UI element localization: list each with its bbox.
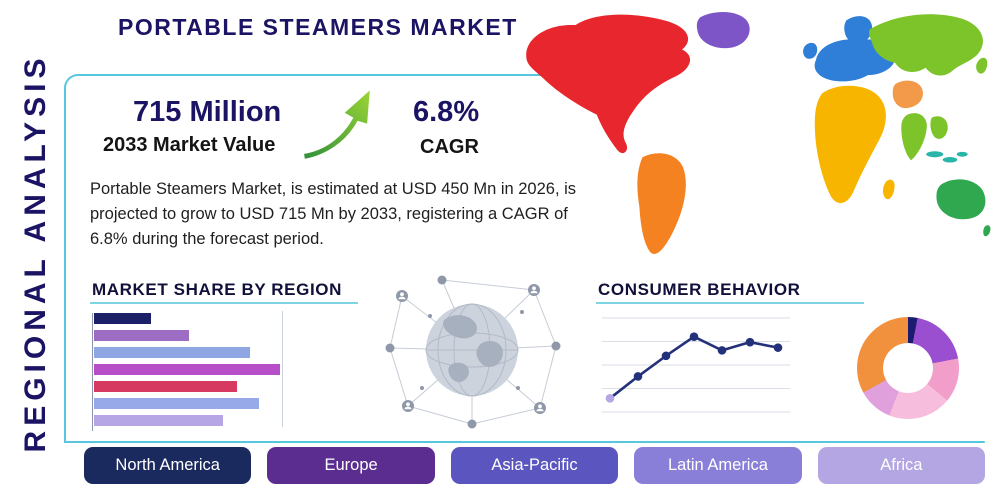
map-region-asia: [869, 14, 983, 76]
market-value-stat: 715 Million: [133, 96, 282, 128]
content-frame-border: [64, 74, 563, 443]
region-button-africa[interactable]: Africa: [817, 447, 986, 484]
cagr-label: CAGR: [420, 136, 479, 158]
map-region-japan: [976, 57, 988, 74]
cagr-stat: 6.8%: [413, 96, 480, 128]
globe-continents: [443, 315, 503, 382]
bar-chart-gridline: [282, 311, 283, 427]
bottom-divider-line: [64, 441, 985, 443]
consumer-behavior-underline: [596, 302, 864, 304]
consumer-behavior-line-chart: [602, 317, 790, 413]
region-buttons: North America Europe Asia-Pacific Latin Ame…: [84, 447, 986, 484]
market-share-bar-5: [94, 381, 237, 392]
market-share-bar-2: [94, 330, 189, 341]
map-region-india: [901, 113, 927, 161]
line-point-1: [605, 394, 615, 403]
map-region-southeast-asia: [930, 116, 948, 139]
consumer-behavior-heading: CONSUMER BEHAVIOR: [598, 280, 801, 299]
map-region-indonesia-2: [942, 157, 958, 163]
map-region-europe: [814, 39, 896, 82]
consumer-donut-chart: [857, 317, 959, 419]
line-point-4: [689, 332, 699, 341]
market-share-bar-6: [94, 398, 260, 409]
map-region-indonesia-1: [926, 151, 944, 158]
market-share-bar-4: [94, 364, 281, 375]
map-region-australia: [936, 179, 986, 220]
growth-arrow-icon: [301, 85, 373, 162]
world-map: [526, 12, 991, 254]
side-vertical-label: REGIONAL ANALYSIS: [19, 53, 52, 453]
page-title: PORTABLE STEAMERS MARKET: [118, 14, 518, 40]
line-point-7: [773, 343, 783, 352]
line-point-5: [717, 346, 727, 355]
map-region-indonesia-3: [956, 151, 968, 157]
market-share-underline: [90, 302, 358, 304]
map-region-madagascar: [882, 179, 895, 200]
region-button-asia-pacific[interactable]: Asia-Pacific: [450, 447, 619, 484]
region-button-north-america[interactable]: North America: [84, 447, 252, 484]
market-description: Portable Steamers Market, is estimated a…: [90, 180, 577, 248]
map-region-north-america: [526, 14, 691, 154]
region-button-latin-america[interactable]: Latin America: [634, 447, 802, 484]
market-share-bar-1: [94, 313, 151, 324]
market-share-bar-chart: [92, 313, 294, 431]
person-icons: [398, 286, 544, 412]
map-region-south-america: [637, 153, 686, 254]
map-region-uk: [803, 42, 818, 59]
region-button-europe[interactable]: Europe: [267, 447, 435, 484]
market-share-heading: MARKET SHARE BY REGION: [92, 280, 342, 299]
map-region-africa: [814, 85, 886, 204]
globe-network-illustration: [385, 275, 561, 429]
map-region-greenland: [696, 12, 750, 49]
market-share-bar-7: [94, 415, 224, 426]
map-region-indonesia-group: [926, 151, 968, 163]
map-region-new-zealand: [983, 225, 991, 237]
line-point-2: [633, 372, 643, 381]
market-share-bar-3: [94, 347, 250, 358]
line-point-6: [745, 337, 755, 347]
map-region-middle-east: [892, 80, 923, 109]
line-point-3: [661, 351, 671, 361]
map-region-scandinavia: [844, 16, 873, 44]
donut-hole: [883, 343, 933, 393]
market-value-label: 2033 Market Value: [99, 134, 280, 157]
